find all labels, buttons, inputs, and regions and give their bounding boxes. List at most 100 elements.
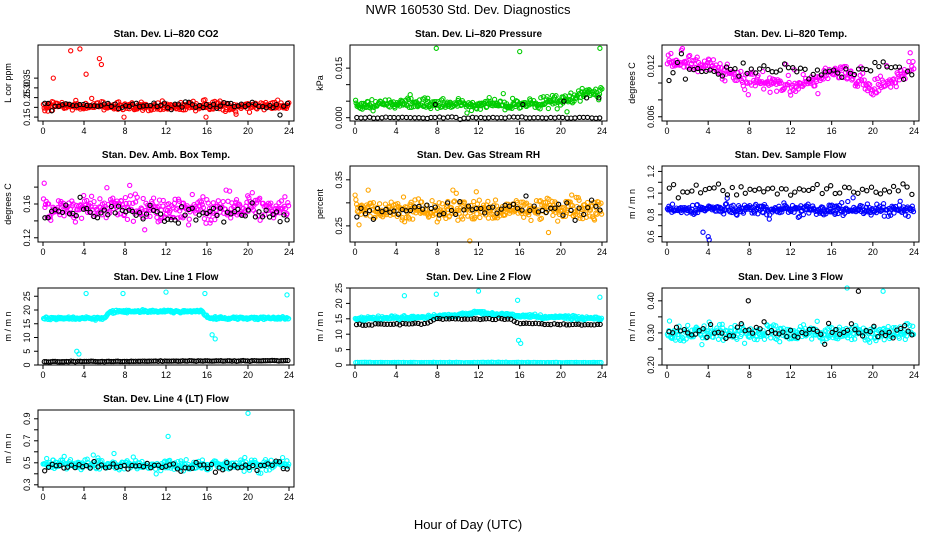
data-point [451,198,458,204]
data-point [711,185,717,191]
data-point [774,191,780,197]
x-tick-label: 8 [435,247,440,257]
data-point [564,109,570,115]
data-point [440,95,446,102]
data-point [89,95,95,102]
data-point [284,211,290,217]
data-point [245,101,252,108]
data-point [835,70,841,76]
data-point [374,205,381,212]
data-point [756,66,763,72]
x-tick-label: 16 [515,247,525,257]
data-point [87,209,93,215]
data-point [597,321,603,328]
y-tick-label: 5 [334,347,344,352]
data-point [553,93,559,99]
data-point [773,69,779,75]
data-point [692,210,698,216]
y-tick-label: 5 [22,349,32,354]
data-point [761,319,767,325]
x-tick-label: 12 [473,370,483,380]
data-point [245,207,251,213]
x-tick-label: 12 [473,247,483,257]
data-point [94,215,101,221]
x-tick-label: 24 [597,126,607,136]
data-point [66,211,73,217]
data-point [741,340,748,346]
data-point [143,211,150,217]
data-point [854,83,861,89]
data-point [596,95,602,101]
series-main [664,45,917,98]
x-tick-label: 16 [202,126,212,136]
data-point [761,86,767,92]
y-tick-label: 0.015 [334,57,344,80]
data-point [217,103,223,109]
data-point [597,45,603,51]
data-point [161,100,168,106]
data-point [210,200,216,206]
data-point [895,71,901,78]
data-point [285,200,291,206]
data-point [542,199,549,206]
data-point [140,216,146,222]
y-tick-label: 1.0 [646,187,656,200]
y-tick-label: 0.7 [22,435,32,448]
data-point [785,65,792,71]
data-point [252,101,259,107]
data-point [575,88,582,94]
data-point [597,115,603,121]
data-point [830,67,837,73]
data-point [909,72,915,78]
x-tick-label: 4 [81,247,86,257]
data-point [112,210,118,216]
data-point [801,187,807,193]
x-tick-label: 12 [473,126,483,136]
data-point [281,103,287,109]
data-point [283,205,289,212]
data-point [259,214,266,220]
data-point [761,63,767,69]
data-point [365,99,371,105]
y-tick-label: 15 [334,314,344,324]
data-point [200,104,206,111]
data-point [209,332,215,338]
data-point [49,108,55,114]
data-point [544,93,550,100]
data-point [411,203,417,209]
data-point [700,229,706,235]
data-point [670,181,677,188]
data-point [129,208,136,215]
data-point [843,63,849,70]
data-point [583,95,590,101]
y-tick-label: 0.8 [646,209,656,222]
x-tick-label: 20 [868,370,878,380]
data-point [742,86,748,93]
data-point [597,294,603,300]
data-point [785,72,791,79]
data-point [909,191,915,198]
data-point [781,61,788,67]
series-main [352,45,605,116]
data-point [668,50,674,57]
data-point [706,185,713,192]
data-point [418,199,425,205]
data-point [143,207,149,214]
data-point [154,209,160,215]
data-point [406,216,413,222]
data-point [416,203,422,210]
data-point [212,336,218,342]
data-point [408,199,414,205]
y-tick-label: 0 [22,362,32,367]
x-tick-label: 12 [785,370,795,380]
data-point [193,217,199,223]
data-point [752,83,758,89]
data-point [471,198,477,205]
data-point [284,100,291,107]
y-tick-label: 0.6 [646,230,656,243]
data-point [905,68,911,74]
series-main [40,180,292,233]
data-point [777,339,783,345]
page-title: NWR 160530 Std. Dev. Diagnostics [365,2,571,17]
